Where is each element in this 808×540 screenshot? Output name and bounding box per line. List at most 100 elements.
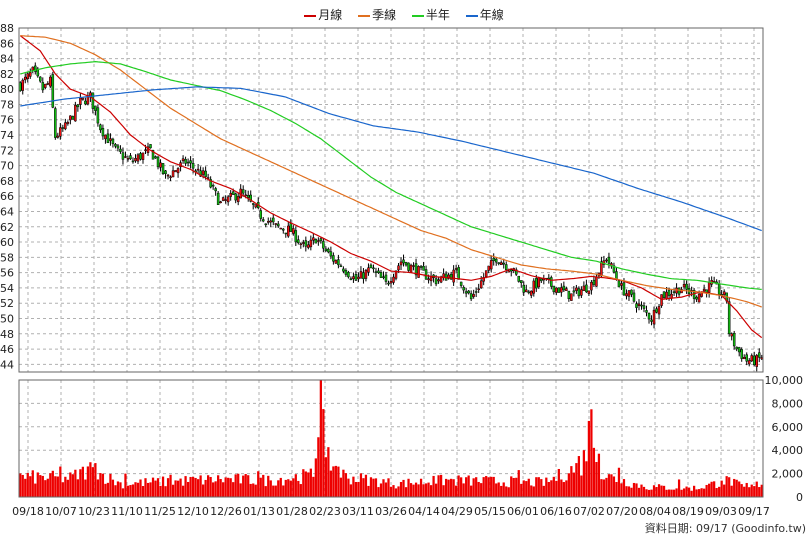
volume-bar xyxy=(54,476,57,497)
x-tick-label: 04/29 xyxy=(441,505,473,518)
plot-frame xyxy=(18,27,764,498)
volume-bar xyxy=(141,486,145,497)
candle-body xyxy=(34,65,37,72)
volume-bar xyxy=(690,490,693,497)
candle-body xyxy=(186,161,190,164)
candle-body xyxy=(267,221,270,223)
volume-bar xyxy=(530,485,533,497)
volume-bar xyxy=(339,477,343,497)
volume-bar xyxy=(748,487,751,497)
x-tick-label: 10/07 xyxy=(45,505,77,518)
candle-body xyxy=(447,274,450,279)
candle-body xyxy=(449,273,453,280)
volume-bar xyxy=(126,485,130,497)
volume-bar xyxy=(640,484,643,497)
volume-bar xyxy=(590,409,593,497)
price-tick-label: 44 xyxy=(0,358,14,371)
volume-bar xyxy=(412,484,415,497)
volume-bar xyxy=(292,478,295,497)
candle-body xyxy=(527,291,531,294)
volume-bar xyxy=(520,483,523,497)
candle-body xyxy=(221,197,225,201)
volume-bar xyxy=(349,484,353,497)
volume-bar xyxy=(577,456,581,497)
volume-bar xyxy=(760,484,763,497)
volume-bar xyxy=(49,473,52,497)
candle-body xyxy=(507,270,510,273)
x-tick-label: 06/16 xyxy=(540,505,572,518)
volume-bar xyxy=(540,479,543,497)
price-tick-label: 76 xyxy=(0,114,14,127)
volume-bar xyxy=(121,488,125,497)
price-tick-label: 88 xyxy=(0,22,14,35)
volume-bar xyxy=(580,475,583,497)
volume-bar xyxy=(647,489,651,497)
volume-bar xyxy=(460,477,463,497)
candle-body xyxy=(752,355,756,366)
volume-bar xyxy=(620,483,623,497)
volume-bar xyxy=(94,463,97,497)
volume-bar xyxy=(527,478,530,497)
candle-body xyxy=(722,291,726,295)
candle-body xyxy=(264,223,267,226)
volume-bar xyxy=(181,485,185,497)
candle-body xyxy=(647,312,651,320)
volume-bar xyxy=(482,477,485,497)
candle-body xyxy=(21,79,25,91)
volume-axis: 0 2,000 4,000 6,000 8,000 10,000 xyxy=(765,374,804,504)
volume-bar xyxy=(334,465,338,497)
volume-tick-label: 8,000 xyxy=(772,397,804,410)
volume-bar xyxy=(675,488,678,497)
volume-bar xyxy=(217,475,220,497)
candle-body xyxy=(560,287,563,293)
candle-body xyxy=(254,204,257,208)
volume-frame xyxy=(18,379,764,498)
candle-body xyxy=(349,278,353,280)
candle-body xyxy=(159,162,162,168)
volume-bar xyxy=(550,480,553,497)
candle-body xyxy=(292,228,295,234)
candle-body xyxy=(620,283,623,286)
volume-bar xyxy=(427,482,430,497)
candle-body xyxy=(171,170,175,178)
volume-bar xyxy=(635,483,638,497)
volume-bar xyxy=(166,478,170,497)
volume-bar xyxy=(677,479,681,497)
volume-bar xyxy=(492,476,495,497)
volume-bar xyxy=(692,485,696,497)
volume-bar xyxy=(199,475,202,497)
candle-body xyxy=(469,293,473,300)
candle-body xyxy=(672,291,676,293)
price-frame xyxy=(18,27,764,373)
volume-bar xyxy=(116,481,120,497)
volume-bar xyxy=(402,479,405,497)
volume-bar xyxy=(359,473,363,497)
volume-bar xyxy=(755,481,758,497)
volume-bar xyxy=(357,481,360,497)
volume-bar xyxy=(212,482,215,497)
candle-body xyxy=(289,223,293,232)
x-tick-label: 07/20 xyxy=(606,505,638,518)
x-axis: 09/18 10/07 10/23 11/10 11/25 12/10 12/26 01/13… xyxy=(12,505,770,518)
candle-body xyxy=(572,290,576,293)
candle-body xyxy=(520,280,523,284)
candle-body xyxy=(457,267,460,280)
volume-bar xyxy=(723,484,726,497)
candle-body xyxy=(76,104,80,108)
x-tick-label: 03/11 xyxy=(342,505,374,518)
volume-bar xyxy=(665,489,668,497)
x-tick-label: 11/25 xyxy=(144,505,176,518)
candle-body xyxy=(344,270,348,275)
volume-bar xyxy=(622,479,626,497)
candle-body xyxy=(417,266,420,278)
candle-body xyxy=(580,289,583,296)
candle-body xyxy=(515,269,518,275)
x-tick-label: 05/15 xyxy=(474,505,506,518)
volume-bar xyxy=(234,474,237,497)
candle-body xyxy=(387,282,390,285)
candle-body xyxy=(184,159,187,164)
volume-bar xyxy=(279,477,282,497)
volume-bar xyxy=(327,447,330,497)
candle-body xyxy=(126,158,130,160)
candle-body xyxy=(36,68,40,77)
